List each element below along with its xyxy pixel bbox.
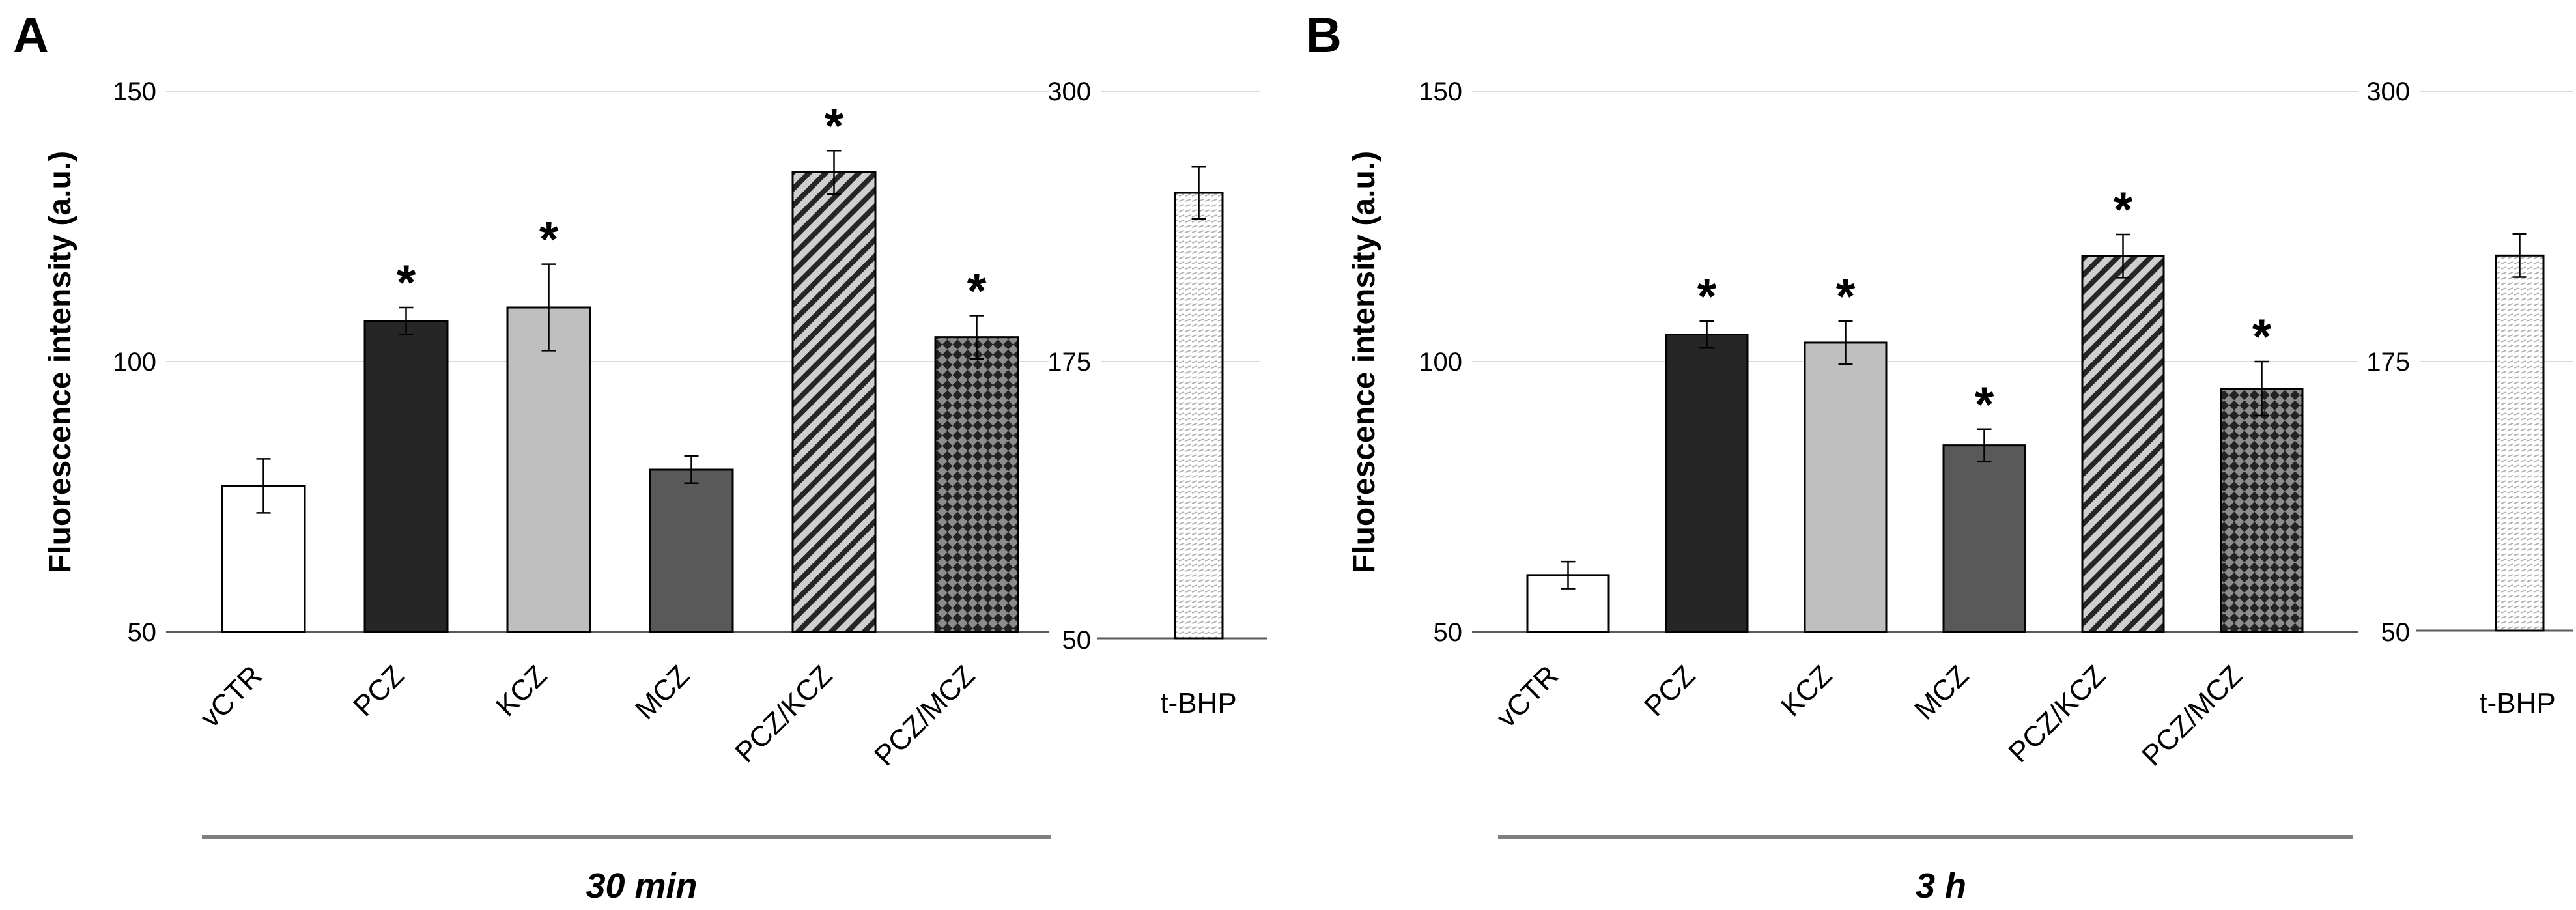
bar-a-t-bhp <box>1174 192 1224 640</box>
bar-a-pcz <box>363 320 449 633</box>
side-y-tick-label-a-300: 300 <box>1047 78 1091 106</box>
bar-b-kcz <box>1804 341 1888 633</box>
x-tick-label-a-pcz-mcz: PCZ/MCZ <box>868 659 981 772</box>
y-tick-label-a-100: 100 <box>113 348 156 377</box>
bar-a-pcz-kcz <box>791 171 877 633</box>
x-tick-label-b-vctr: vCTR <box>1490 659 1564 733</box>
bar-b-mcz <box>1942 444 2026 633</box>
panel-a: A Fluorescence intensity (a.u.) 150 100 … <box>13 8 1267 905</box>
bar-b-pcz <box>1665 334 1749 633</box>
panel-label-a: A <box>13 8 49 63</box>
significance-marker-b-pcz-kcz: * <box>2114 182 2133 238</box>
bars-a: * * * * <box>221 98 1224 640</box>
significance-marker-b-pcz: * <box>1697 269 1717 324</box>
bar-b-pcz-mcz <box>2220 388 2304 633</box>
side-y-tick-label-b-50: 50 <box>2381 618 2411 647</box>
gridlines-a <box>166 91 1260 362</box>
significance-marker-b-pcz-mcz: * <box>2252 309 2272 365</box>
significance-marker-b-mcz: * <box>1975 377 1994 433</box>
x-tick-label-a-pcz-kcz: PCZ/KCZ <box>729 659 838 769</box>
y-axis-label-b: Fluorescence intensity (a.u.) <box>1347 151 1381 573</box>
significance-marker-a-pcz: * <box>397 255 416 311</box>
axes-b <box>1472 629 2573 633</box>
x-tick-label-a-tbhp: t-BHP <box>1160 687 1236 719</box>
significance-marker-b-kcz: * <box>1836 269 1856 324</box>
x-tick-label-b-pcz-kcz: PCZ/KCZ <box>2002 659 2112 769</box>
y-tick-label-b-50: 50 <box>1434 618 1463 647</box>
side-y-tick-label-b-175: 175 <box>2366 348 2410 377</box>
significance-marker-a-kcz: * <box>539 212 559 268</box>
panel-label-b: B <box>1306 8 1342 63</box>
timepoint-label-b: 3 h <box>1916 866 1966 905</box>
bar-a-pcz-mcz <box>934 336 1019 633</box>
x-tick-label-b-tbhp: t-BHP <box>2479 687 2555 719</box>
panel-b: B Fluorescence intensity (a.u.) 150 100 … <box>1306 8 2573 905</box>
x-tick-label-a-pcz: PCZ <box>347 659 410 722</box>
bar-b-t-bhp <box>2495 254 2545 632</box>
y-tick-label-a-50: 50 <box>128 618 157 647</box>
side-y-tick-label-a-50: 50 <box>1062 626 1092 655</box>
timepoint-label-a: 30 min <box>586 866 697 905</box>
gridlines-b <box>1472 91 2573 362</box>
x-tick-label-a-vctr: vCTR <box>194 659 268 733</box>
bar-b-pcz-kcz <box>2081 255 2165 633</box>
y-tick-label-b-100: 100 <box>1419 348 1462 377</box>
x-tick-label-a-kcz: KCZ <box>490 659 553 722</box>
significance-marker-a-pcz-mcz: * <box>967 263 987 319</box>
bars-b: * * * * * <box>1526 182 2545 633</box>
x-tick-label-b-kcz: KCZ <box>1775 659 1838 722</box>
y-tick-label-a-150: 150 <box>113 78 156 106</box>
x-tick-label-a-mcz: MCZ <box>629 659 696 726</box>
y-tick-label-b-150: 150 <box>1419 78 1462 106</box>
bar-a-mcz <box>649 468 734 633</box>
bar-a-kcz <box>506 306 591 633</box>
x-tick-label-b-mcz: MCZ <box>1908 659 1975 726</box>
x-tick-label-b-pcz: PCZ <box>1638 659 1701 722</box>
x-tick-label-b-pcz-mcz: PCZ/MCZ <box>2136 659 2248 772</box>
significance-marker-a-pcz-kcz: * <box>825 98 844 154</box>
side-y-tick-label-b-300: 300 <box>2366 78 2410 106</box>
side-y-tick-label-a-175: 175 <box>1047 348 1091 377</box>
y-axis-label-a: Fluorescence intensity (a.u.) <box>43 151 78 573</box>
